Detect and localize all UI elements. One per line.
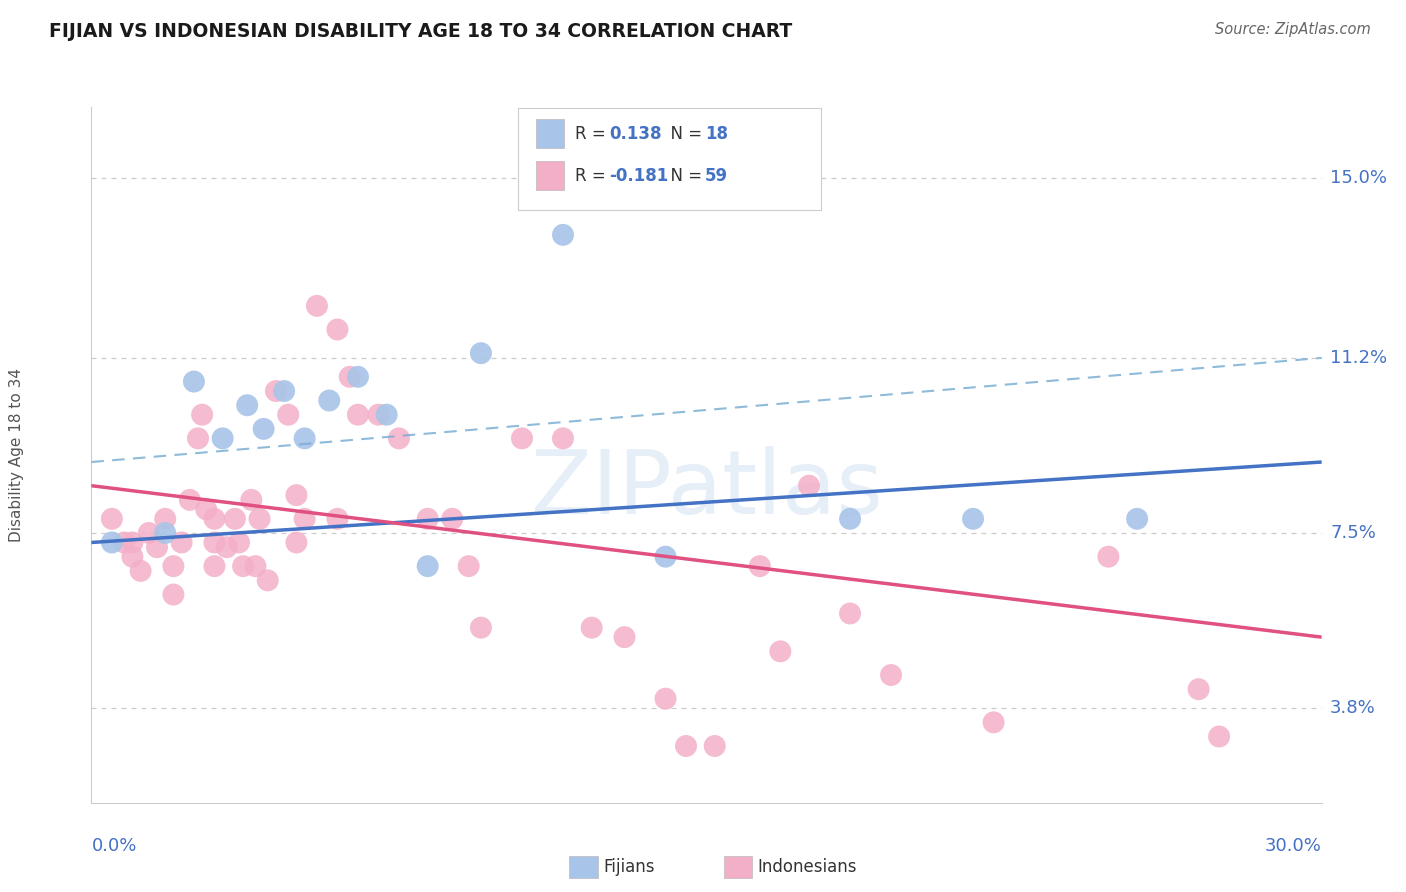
Point bbox=[121, 549, 143, 564]
Text: N =: N = bbox=[659, 125, 707, 143]
Point bbox=[256, 574, 278, 588]
Text: 0.0%: 0.0% bbox=[91, 837, 136, 855]
Point bbox=[1126, 512, 1149, 526]
Text: 15.0%: 15.0% bbox=[1330, 169, 1388, 187]
Point bbox=[187, 431, 209, 445]
Point bbox=[101, 512, 124, 526]
Point bbox=[195, 502, 218, 516]
Point bbox=[202, 535, 225, 549]
Text: FIJIAN VS INDONESIAN DISABILITY AGE 18 TO 34 CORRELATION CHART: FIJIAN VS INDONESIAN DISABILITY AGE 18 T… bbox=[49, 22, 793, 41]
Text: 7.5%: 7.5% bbox=[1330, 524, 1376, 542]
Point bbox=[769, 644, 792, 658]
Point bbox=[654, 691, 676, 706]
Point bbox=[211, 431, 233, 445]
Point bbox=[264, 384, 287, 398]
Point bbox=[551, 431, 574, 445]
Point bbox=[388, 431, 411, 445]
Text: -0.181: -0.181 bbox=[609, 167, 668, 185]
Point bbox=[224, 512, 246, 526]
Point bbox=[318, 393, 340, 408]
Point bbox=[273, 384, 295, 398]
Point bbox=[191, 408, 214, 422]
Point bbox=[170, 535, 193, 549]
Point bbox=[470, 346, 492, 360]
Text: 18: 18 bbox=[704, 125, 728, 143]
Point bbox=[228, 535, 250, 549]
Point bbox=[215, 540, 238, 554]
Point bbox=[716, 180, 738, 194]
Point bbox=[962, 512, 984, 526]
Point bbox=[748, 559, 770, 574]
Text: 59: 59 bbox=[704, 167, 728, 185]
Point bbox=[457, 559, 479, 574]
Point bbox=[232, 559, 254, 574]
Point bbox=[839, 512, 862, 526]
Point bbox=[983, 715, 1005, 730]
Point bbox=[112, 535, 135, 549]
Point bbox=[285, 535, 308, 549]
Point bbox=[416, 512, 439, 526]
Point bbox=[703, 739, 725, 753]
Point bbox=[294, 431, 316, 445]
Text: Source: ZipAtlas.com: Source: ZipAtlas.com bbox=[1215, 22, 1371, 37]
Text: Fijians: Fijians bbox=[603, 858, 655, 876]
Point bbox=[551, 227, 574, 242]
Point bbox=[162, 559, 184, 574]
Point bbox=[347, 369, 370, 384]
Point bbox=[285, 488, 308, 502]
Point bbox=[294, 512, 316, 526]
Point bbox=[253, 422, 276, 436]
Point bbox=[101, 535, 124, 549]
Point bbox=[797, 478, 820, 492]
Point bbox=[339, 369, 361, 384]
Point bbox=[202, 512, 225, 526]
Point bbox=[121, 535, 143, 549]
Point bbox=[153, 512, 177, 526]
Text: R =: R = bbox=[575, 125, 612, 143]
Point bbox=[654, 549, 676, 564]
Point bbox=[839, 607, 862, 621]
Text: Disability Age 18 to 34: Disability Age 18 to 34 bbox=[10, 368, 24, 542]
Text: N =: N = bbox=[659, 167, 707, 185]
Point bbox=[179, 492, 201, 507]
Text: ZIPatlas: ZIPatlas bbox=[530, 446, 883, 533]
Point bbox=[1208, 730, 1230, 744]
Text: 30.0%: 30.0% bbox=[1265, 837, 1322, 855]
Point bbox=[367, 408, 389, 422]
Point bbox=[581, 621, 603, 635]
Point bbox=[326, 512, 349, 526]
Point bbox=[1187, 682, 1209, 697]
Point bbox=[249, 512, 271, 526]
Text: R =: R = bbox=[575, 167, 612, 185]
Point bbox=[375, 408, 398, 422]
Point bbox=[236, 398, 259, 412]
Point bbox=[880, 668, 903, 682]
Point bbox=[305, 299, 328, 313]
Point bbox=[129, 564, 152, 578]
Point bbox=[245, 559, 267, 574]
Point bbox=[146, 540, 169, 554]
Point bbox=[138, 526, 160, 541]
Point bbox=[675, 739, 697, 753]
Point bbox=[183, 375, 205, 389]
Point bbox=[613, 630, 636, 644]
Point bbox=[441, 512, 464, 526]
Point bbox=[277, 408, 299, 422]
Text: Indonesians: Indonesians bbox=[758, 858, 858, 876]
Point bbox=[202, 559, 225, 574]
Point bbox=[326, 322, 349, 336]
Text: 0.138: 0.138 bbox=[609, 125, 662, 143]
Point bbox=[510, 431, 533, 445]
Point bbox=[416, 559, 439, 574]
Point bbox=[162, 588, 184, 602]
Point bbox=[153, 526, 177, 541]
Text: 3.8%: 3.8% bbox=[1330, 699, 1376, 717]
Point bbox=[1097, 549, 1119, 564]
Point bbox=[347, 408, 370, 422]
Point bbox=[240, 492, 263, 507]
Point bbox=[470, 621, 492, 635]
Text: 11.2%: 11.2% bbox=[1330, 349, 1388, 367]
